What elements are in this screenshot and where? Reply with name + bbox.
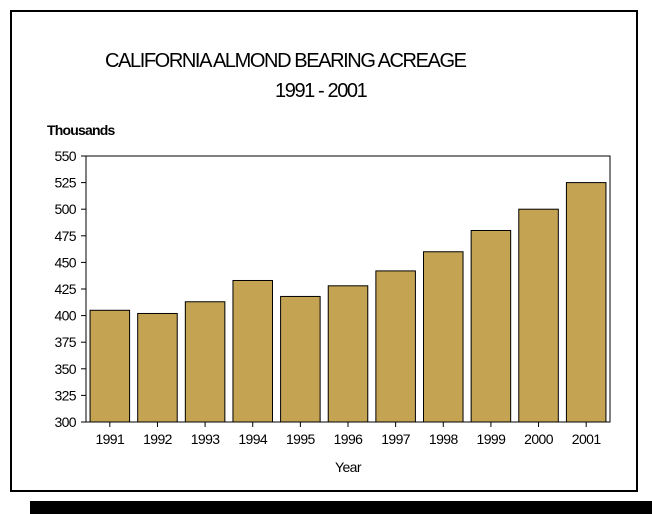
chart-title: CALIFORNIA ALMOND BEARING ACREAGE [105,50,467,72]
y-tick-label: 450 [54,254,76,270]
frame-shadow [30,501,652,514]
y-tick-label: 325 [54,387,76,403]
y-tick-label: 475 [54,228,76,244]
x-tick-label: 1995 [286,431,316,447]
bar-1996 [327,285,369,423]
y-tick-label: 500 [54,201,76,217]
x-axis-label: Year [335,459,362,475]
bar-1998 [423,251,464,423]
bar-2000 [518,208,559,423]
bar-1991 [89,309,131,423]
x-tick-label: 1996 [334,431,364,447]
bar-1994 [232,279,273,423]
bar-2001 [565,182,607,423]
y-tick-label: 350 [54,361,76,377]
y-axis-label: Thousands [47,122,115,138]
chart-subtitle: 1991 - 2001 [275,80,368,102]
y-tick-label: 400 [54,308,76,324]
x-tick-label: 1999 [477,431,507,447]
x-tick-label: 1992 [143,431,173,447]
bar-1993 [184,301,226,423]
x-tick-label: 1994 [238,431,268,447]
bar-1997 [375,270,416,423]
x-tick-label: 1991 [95,431,125,447]
bar-1992 [137,312,178,423]
bar-1999 [470,229,512,423]
y-tick-label: 300 [54,414,76,430]
x-tick-label: 1997 [381,431,411,447]
x-tick-label: 1993 [191,431,221,447]
y-tick-label: 525 [54,175,76,191]
y-tick-label: 550 [54,148,76,164]
y-tick-label: 375 [54,334,76,350]
x-tick-label: 2000 [524,431,554,447]
bar-1995 [280,295,321,423]
x-tick-label: 1998 [429,431,459,447]
y-tick-label: 425 [54,281,76,297]
x-tick-label: 2001 [572,431,602,447]
